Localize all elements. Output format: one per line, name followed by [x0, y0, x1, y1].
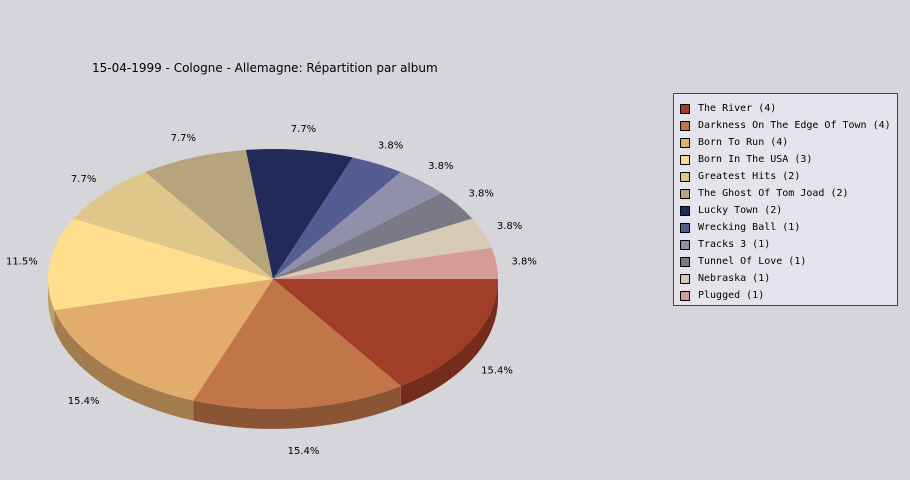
- legend-item: Plugged (1): [680, 287, 897, 304]
- legend-label: Born In The USA (3): [698, 154, 813, 165]
- legend-label: Tracks 3 (1): [698, 239, 771, 250]
- slice-percent-label: 3.8%: [428, 161, 453, 172]
- chart-legend: The River (4) Darkness On The Edge Of Tow…: [673, 93, 898, 306]
- pie-slice: [273, 157, 401, 279]
- slice-percent-label: 11.5%: [6, 257, 38, 268]
- legend-swatch: [680, 256, 690, 267]
- slice-percent-label: 7.7%: [291, 124, 316, 135]
- legend-item: Nebraska (1): [680, 270, 897, 287]
- legend-label: Plugged (1): [698, 290, 765, 301]
- slice-percent-label: 15.4%: [68, 396, 100, 407]
- legend-swatch: [680, 120, 690, 131]
- legend-label: Darkness On The Edge Of Town (4): [698, 120, 891, 131]
- legend-item: Greatest Hits (2): [680, 168, 897, 185]
- pie-slice-side: [48, 279, 55, 331]
- pie-slice-side: [400, 279, 498, 406]
- legend-label: Born To Run (4): [698, 137, 789, 148]
- slice-percent-label: 7.7%: [171, 133, 196, 144]
- legend-swatch: [680, 188, 690, 199]
- legend-item: Born To Run (4): [680, 134, 897, 151]
- pie-slice-side: [54, 310, 194, 421]
- pie-slice: [145, 149, 273, 279]
- pie-slice: [54, 279, 274, 401]
- pie-slice: [245, 149, 353, 279]
- legend-swatch: [680, 239, 690, 250]
- pie-slice-side: [193, 385, 401, 429]
- legend-swatch: [680, 273, 690, 284]
- chart-title: 15-04-1999 - Cologne - Allemagne: Répart…: [92, 61, 438, 75]
- legend-label: The Ghost Of Tom Joad (2): [698, 188, 849, 199]
- legend-swatch: [680, 290, 690, 301]
- pie-slice: [193, 279, 401, 409]
- legend-label: Wrecking Ball (1): [698, 222, 801, 233]
- legend-swatch: [680, 205, 690, 216]
- legend-item: The River (4): [680, 100, 897, 117]
- legend-item: Born In The USA (3): [680, 151, 897, 168]
- pie-slice: [47, 218, 273, 311]
- legend-swatch: [680, 103, 690, 114]
- slice-percent-label: 7.7%: [71, 174, 96, 185]
- legend-swatch: [680, 222, 690, 233]
- legend-item: Wrecking Ball (1): [680, 219, 897, 236]
- slice-percent-label: 3.8%: [497, 221, 522, 232]
- pie-slice: [273, 192, 473, 279]
- legend-item: Darkness On The Edge Of Town (4): [680, 117, 897, 134]
- slice-percent-label: 15.4%: [288, 446, 320, 457]
- legend-label: Lucky Town (2): [698, 205, 783, 216]
- legend-swatch: [680, 154, 690, 165]
- legend-item: The Ghost Of Tom Joad (2): [680, 185, 897, 202]
- legend-swatch: [680, 171, 690, 182]
- legend-item: Tunnel Of Love (1): [680, 253, 897, 270]
- pie-slice: [273, 279, 498, 386]
- legend-item: Tracks 3 (1): [680, 236, 897, 253]
- pie-slice: [273, 218, 492, 279]
- pie-slice: [273, 172, 442, 279]
- legend-item: Lucky Town (2): [680, 202, 897, 219]
- legend-label: The River (4): [698, 103, 777, 114]
- pie-slice: [273, 247, 498, 279]
- slice-percent-label: 3.8%: [511, 257, 536, 268]
- legend-label: Tunnel Of Love (1): [698, 256, 807, 267]
- legend-label: Greatest Hits (2): [698, 171, 801, 182]
- pie-slice: [73, 172, 273, 279]
- legend-swatch: [680, 137, 690, 148]
- slice-percent-label: 3.8%: [469, 189, 494, 200]
- legend-label: Nebraska (1): [698, 273, 771, 284]
- slice-percent-label: 3.8%: [378, 140, 403, 151]
- slice-percent-label: 15.4%: [481, 366, 513, 377]
